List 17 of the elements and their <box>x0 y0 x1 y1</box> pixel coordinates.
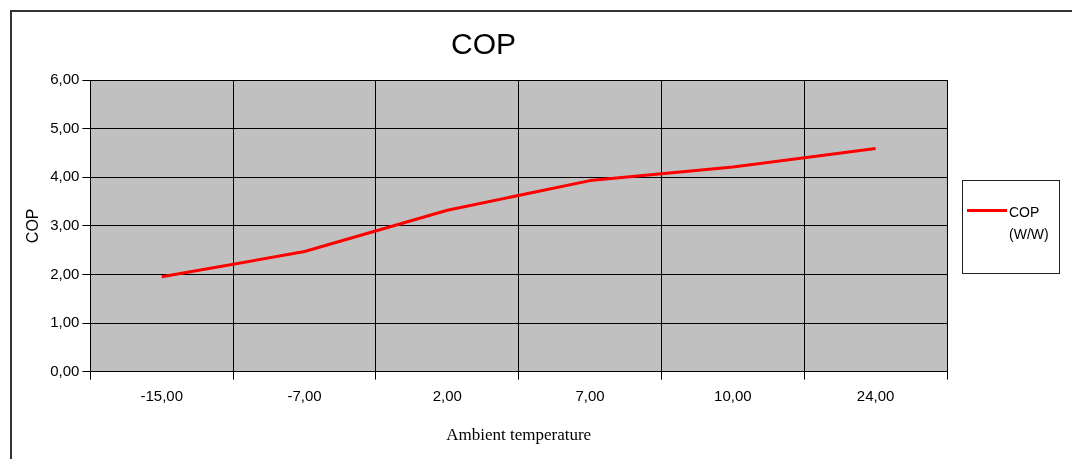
y-tick-label: 5,00 <box>50 118 80 136</box>
chart-title: COP <box>450 27 517 61</box>
y-tick-label: 4,00 <box>50 167 80 185</box>
legend-label: COP(W/W) <box>1009 203 1050 244</box>
x-tick-label: 2,00 <box>432 386 462 404</box>
y-axis-title: COP <box>24 208 42 244</box>
x-tick-label: 7,00 <box>575 386 605 404</box>
y-tick-label: 0,00 <box>50 361 80 379</box>
x-tick-label: 10,00 <box>714 386 752 404</box>
y-tick-label: 6,00 <box>50 70 80 88</box>
x-axis-title: Ambient temperature <box>446 425 592 445</box>
x-tick-label: 24,00 <box>856 386 895 404</box>
y-tick-label: 2,00 <box>50 264 80 282</box>
x-tick-label: -15,00 <box>140 386 184 404</box>
y-tick-label: 1,00 <box>50 313 80 331</box>
y-tick-label: 3,00 <box>50 215 80 233</box>
x-tick-label: -7,00 <box>287 386 322 404</box>
